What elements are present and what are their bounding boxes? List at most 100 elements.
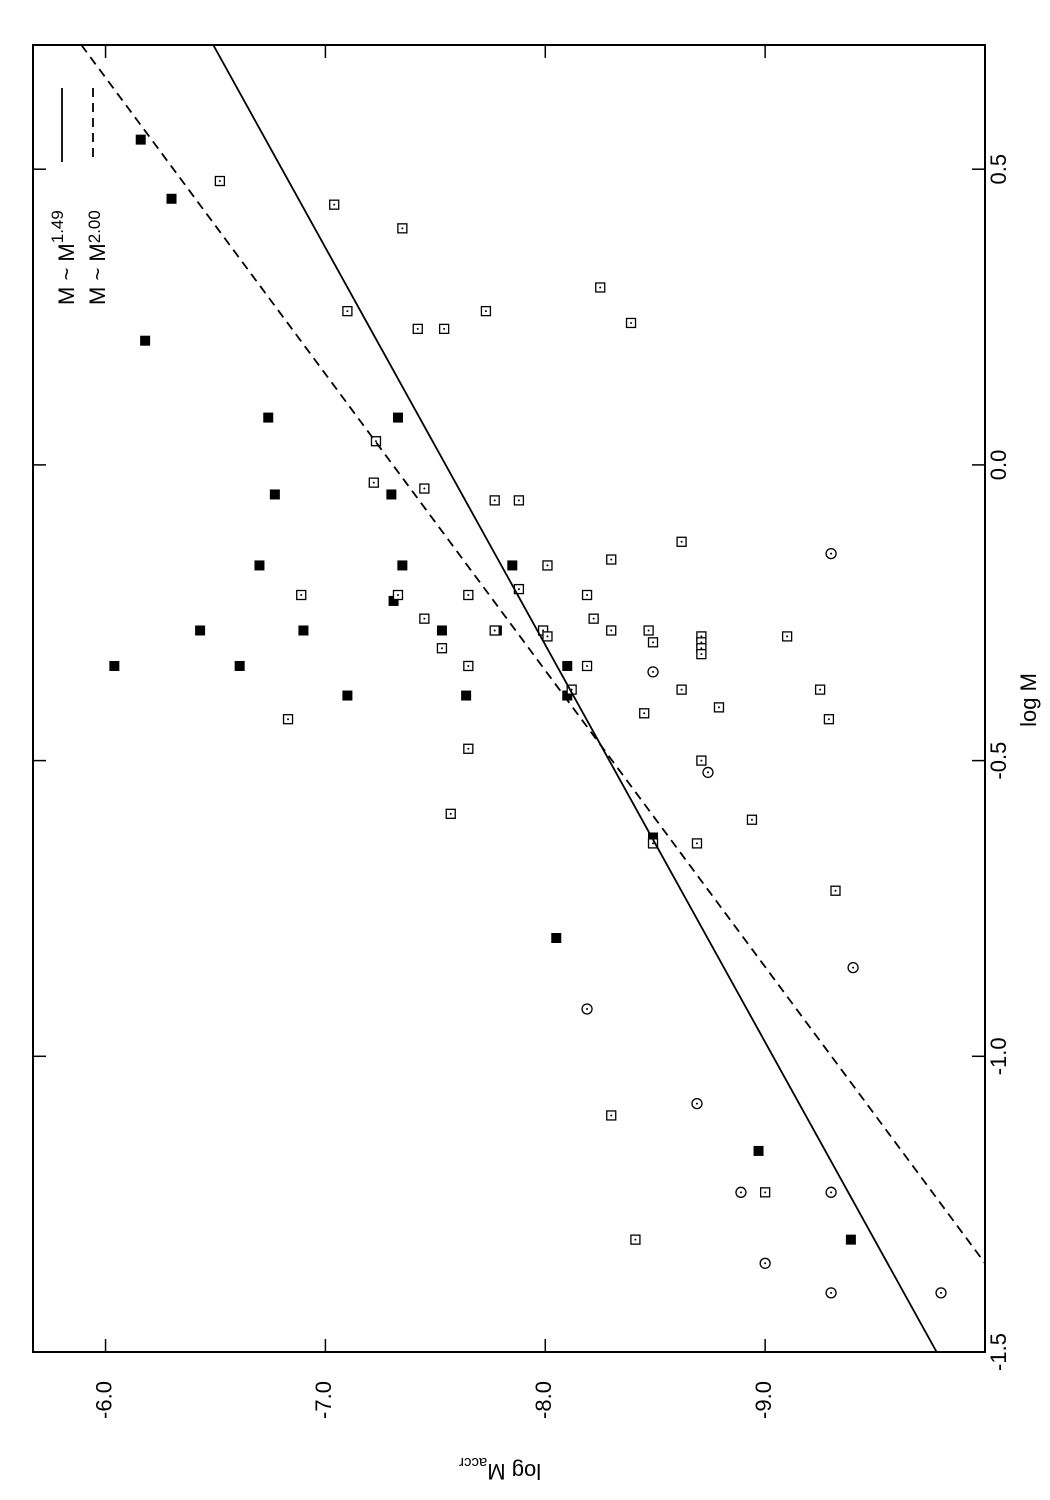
data-point-dot bbox=[652, 842, 655, 845]
data-point bbox=[507, 560, 518, 571]
legend-label: M ~ M1.49 bbox=[48, 210, 79, 305]
data-point-dot bbox=[401, 227, 404, 230]
data-point-dot bbox=[517, 588, 520, 591]
data-point-dot bbox=[940, 1291, 943, 1294]
data-point-dot bbox=[542, 629, 545, 632]
data-point-dot bbox=[695, 1102, 698, 1105]
plot-frame bbox=[32, 44, 986, 1353]
legend-exponent: 1.49 bbox=[48, 210, 67, 243]
fit-line bbox=[212, 45, 938, 1352]
data-point-dot bbox=[423, 487, 426, 490]
data-point-dot bbox=[546, 635, 549, 638]
data-point bbox=[195, 625, 206, 636]
data-point-dot bbox=[586, 1007, 589, 1010]
data-point bbox=[140, 335, 151, 346]
data-point bbox=[386, 489, 397, 500]
data-point bbox=[753, 1145, 764, 1156]
data-point-dot bbox=[830, 552, 833, 555]
data-point-dot bbox=[467, 664, 470, 667]
data-point-dot bbox=[700, 635, 703, 638]
data-point bbox=[397, 560, 408, 571]
legend-name: M ~ M bbox=[54, 243, 79, 305]
data-point-dot bbox=[700, 653, 703, 656]
data-point bbox=[461, 690, 472, 701]
data-point bbox=[845, 1234, 856, 1245]
data-point-dot bbox=[764, 1262, 767, 1265]
data-point-dot bbox=[443, 327, 446, 330]
data-point bbox=[342, 690, 353, 701]
data-point-dot bbox=[834, 889, 837, 892]
data-point-dot bbox=[493, 499, 496, 502]
plot-area bbox=[80, 45, 985, 1352]
data-point-dot bbox=[695, 842, 698, 845]
data-point-dot bbox=[374, 440, 377, 443]
data-point-dot bbox=[218, 180, 221, 183]
legend-name: M ~ M bbox=[85, 243, 110, 305]
data-point-dot bbox=[630, 321, 633, 324]
data-point-dot bbox=[546, 564, 549, 567]
x-tick-label: 0.5 bbox=[986, 154, 1011, 185]
data-point-dot bbox=[592, 617, 595, 620]
data-point-dot bbox=[423, 617, 426, 620]
y-tick-label: -8.0 bbox=[531, 1381, 556, 1419]
data-point-dot bbox=[610, 629, 613, 632]
y-axis-label-sub: accr bbox=[459, 1454, 487, 1471]
data-point-dot bbox=[634, 1238, 637, 1241]
data-point-dot bbox=[484, 310, 487, 313]
data-point-dot bbox=[416, 327, 419, 330]
data-point-dot bbox=[333, 203, 336, 206]
x-tick-label: 0.0 bbox=[986, 450, 1011, 481]
data-point-dot bbox=[372, 481, 375, 484]
data-point-dot bbox=[610, 558, 613, 561]
data-point-dot bbox=[652, 670, 655, 673]
data-point-dot bbox=[599, 286, 602, 289]
data-point bbox=[166, 193, 177, 204]
data-point-dot bbox=[493, 629, 496, 632]
y-tick-label: -6.0 bbox=[91, 1381, 116, 1419]
data-point-dot bbox=[586, 664, 589, 667]
data-point-dot bbox=[586, 594, 589, 597]
data-point-dot bbox=[467, 747, 470, 750]
data-point-dot bbox=[643, 712, 646, 715]
y-tick-label: -9.0 bbox=[751, 1381, 776, 1419]
data-point-dot bbox=[680, 540, 683, 543]
data-point-dot bbox=[652, 641, 655, 644]
data-point bbox=[551, 933, 562, 944]
data-point-dot bbox=[700, 641, 703, 644]
data-point-dot bbox=[750, 818, 753, 821]
data-point-dot bbox=[786, 635, 789, 638]
data-point-dot bbox=[717, 706, 720, 709]
data-point bbox=[135, 134, 146, 145]
data-point-dot bbox=[680, 688, 683, 691]
data-point-dot bbox=[700, 759, 703, 762]
data-point-dot bbox=[449, 812, 452, 815]
data-point bbox=[298, 625, 309, 636]
data-point-dot bbox=[830, 1291, 833, 1294]
x-tick-label: -0.5 bbox=[986, 742, 1011, 780]
fit-line bbox=[80, 45, 985, 1264]
data-point-dot bbox=[300, 594, 303, 597]
data-point-dot bbox=[346, 310, 349, 313]
data-point bbox=[562, 660, 573, 671]
data-point bbox=[254, 560, 265, 571]
data-point-dot bbox=[819, 688, 822, 691]
data-point-dot bbox=[440, 647, 443, 650]
data-point bbox=[234, 660, 245, 671]
legend-exponent: 2.00 bbox=[85, 210, 104, 243]
data-point bbox=[562, 690, 573, 701]
data-point-dot bbox=[700, 647, 703, 650]
data-point bbox=[388, 595, 399, 606]
data-point-dot bbox=[647, 629, 650, 632]
y-tick-label: -7.0 bbox=[311, 1381, 336, 1419]
y-axis-label: log Maccr bbox=[459, 1454, 541, 1485]
data-point-dot bbox=[287, 718, 290, 721]
data-point-dot bbox=[827, 718, 830, 721]
data-point-dot bbox=[852, 966, 855, 969]
data-point-dot bbox=[830, 1191, 833, 1194]
data-point-dot bbox=[517, 499, 520, 502]
data-point bbox=[263, 412, 274, 423]
data-point bbox=[269, 489, 280, 500]
data-point-dot bbox=[764, 1191, 767, 1194]
data-point-dot bbox=[396, 594, 399, 597]
